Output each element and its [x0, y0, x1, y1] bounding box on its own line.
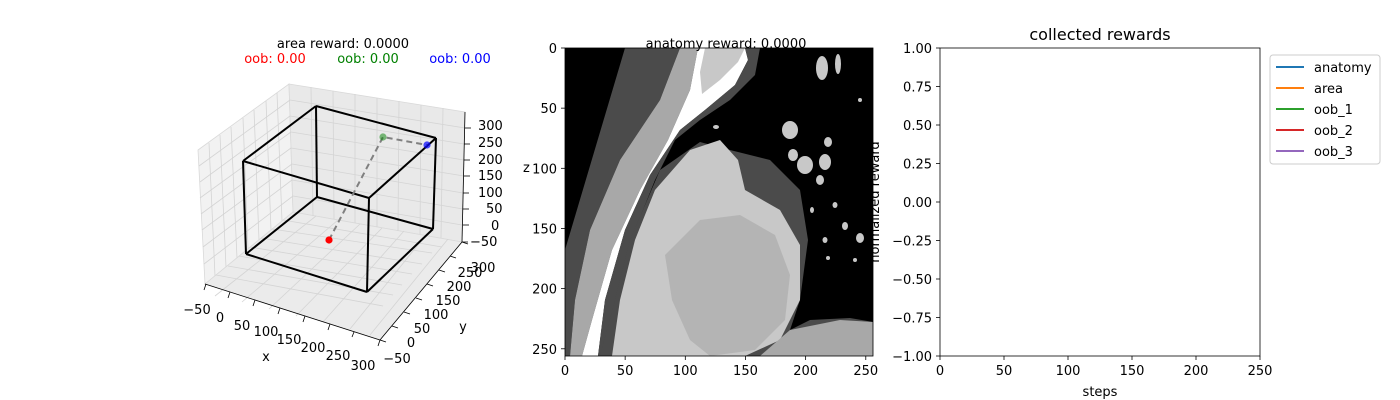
z-tick-label: 0: [491, 219, 499, 234]
y-tick-label: 150: [436, 294, 461, 309]
y-tick-label: −0.25: [892, 235, 932, 250]
x-tick-label: 100: [1056, 364, 1081, 379]
y-axis-line: [379, 241, 463, 341]
y-tick-label: −0.50: [892, 273, 932, 288]
y-tick-label: 0.75: [903, 81, 932, 96]
image-x-tick-label: 0: [561, 364, 569, 379]
reward-axes: 0 50 100 150 200 250 1.00 0.75 0.50 0.25 0.00 −0.25…: [892, 42, 1272, 379]
oob-label-green: oob: 0.00: [337, 52, 399, 67]
ct-slice: [565, 48, 873, 356]
x-tick-label: 150: [1120, 364, 1145, 379]
y-axis-label: normalized reward: [868, 141, 883, 262]
z-axis-line: [461, 111, 466, 243]
oob-label-blue: oob: 0.00: [429, 52, 491, 67]
x-tick-label: 50: [234, 319, 251, 334]
point-green: [379, 133, 387, 141]
y-tick-label: 300: [471, 261, 496, 276]
y-axis-label: y: [459, 320, 467, 335]
image-y-tick-label: 0: [549, 42, 557, 57]
x-axis-line: [204, 283, 381, 341]
legend: anatomy area oob_1 oob_2 oob_3: [1269, 54, 1381, 165]
axis-ticks: [203, 127, 471, 347]
image-axes: 0 50 100 150 200 250 0 50 100 150 200 250: [532, 42, 878, 379]
legend-label-oob-3: oob_3: [1314, 145, 1353, 160]
legend-frame: [1269, 54, 1381, 165]
point-blue: [423, 141, 431, 149]
image-y-tick-label: 50: [540, 102, 557, 117]
z-axis-label: z: [523, 161, 530, 176]
z-tick-label: −50: [470, 235, 497, 250]
point-red: [325, 236, 333, 244]
y-tick-label: 0.25: [903, 158, 932, 173]
image-x-tick-label: 250: [853, 364, 878, 379]
y-tick-label: −1.00: [892, 350, 932, 365]
z-tick-label: 100: [478, 186, 503, 201]
y-tick-label: 100: [424, 308, 449, 323]
x-axis-label: x: [262, 350, 270, 365]
z-tick-labels: −50 0 50 100 150 200 250 300: [470, 119, 503, 250]
x-tick-labels: −50 0 50 100 150 200 250 300: [183, 303, 375, 374]
y-tick-labels: −50 0 50 100 150 200 250 300: [383, 261, 495, 367]
legend-label-anatomy: anatomy: [1314, 61, 1372, 76]
area-reward-title: area reward: 0.0000: [277, 37, 409, 52]
z-tick-label: 50: [486, 202, 503, 217]
x-tick-label: 300: [351, 359, 376, 374]
x-axis-label: steps: [1083, 385, 1118, 400]
x-tick-label: 100: [254, 325, 279, 340]
plot-frame: [939, 47, 1261, 357]
pane-grid: [198, 86, 466, 336]
image-frame: [564, 47, 874, 357]
x-tick-label: 0: [936, 364, 944, 379]
image-x-tick-label: 200: [793, 364, 818, 379]
x-tick-label: −50: [183, 303, 210, 318]
chart-title: collected rewards: [1029, 25, 1170, 44]
y-tick-label: 1.00: [903, 42, 932, 57]
y-tick-label: 0: [407, 336, 415, 351]
image-y-tick-label: 100: [532, 162, 557, 177]
panel-collected-rewards: collected rewards normalized reward step…: [868, 25, 1381, 400]
z-tick-label: 250: [478, 136, 503, 151]
y-tick-label: −50: [383, 352, 410, 367]
oob-label-red: oob: 0.00: [244, 52, 306, 67]
image-x-tick-label: 100: [673, 364, 698, 379]
z-tick-label: 150: [478, 169, 503, 184]
image-y-tick-label: 200: [532, 283, 557, 298]
x-tick-label: 200: [301, 341, 326, 356]
x-tick-label: 150: [277, 333, 302, 348]
image-y-tick-label: 150: [532, 222, 557, 237]
y-tick-label: 50: [414, 322, 431, 337]
image-x-tick-label: 50: [617, 364, 634, 379]
x-tick-label: 250: [1248, 364, 1273, 379]
image-x-tick-label: 150: [733, 364, 758, 379]
panel-anatomy-image: anatomy reward: 0.0000 z 0 50 100 150 200 250…: [523, 37, 878, 379]
y-tick-label: 200: [447, 280, 472, 295]
x-tick-label: 250: [326, 349, 351, 364]
y-tick-label: 250: [458, 266, 483, 281]
anatomy-reward-title: anatomy reward: 0.0000: [646, 37, 807, 52]
y-tick-label: 0.00: [903, 196, 932, 211]
x-tick-label: 50: [996, 364, 1013, 379]
x-tick-label: 0: [216, 311, 224, 326]
x-tick-label: 200: [1184, 364, 1209, 379]
bounding-box: [242, 105, 437, 293]
z-tick-label: 200: [478, 153, 503, 168]
y-tick-label: 0.50: [903, 119, 932, 134]
legend-label-oob-1: oob_1: [1314, 103, 1353, 118]
legend-label-area: area: [1314, 82, 1343, 97]
panel-3d-plot: area reward: 0.0000 oob: 0.00 oob: 0.00 …: [183, 37, 503, 374]
image-y-tick-label: 250: [532, 343, 557, 358]
y-tick-label: −0.75: [892, 312, 932, 327]
legend-label-oob-2: oob_2: [1314, 124, 1353, 139]
z-tick-label: 300: [478, 119, 503, 134]
